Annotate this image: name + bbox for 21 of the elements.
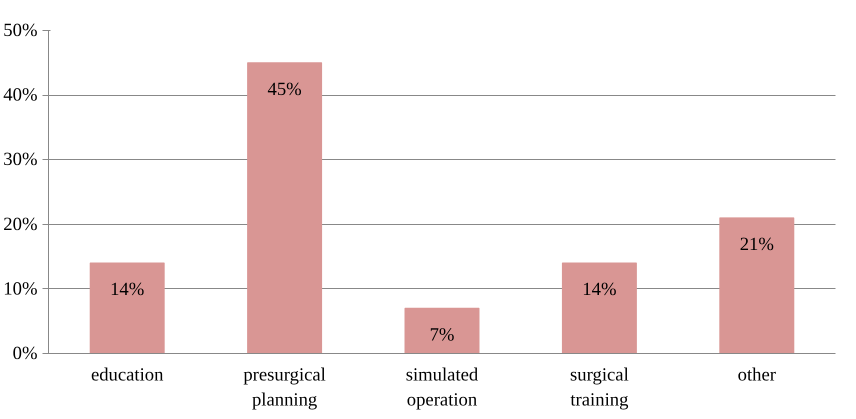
x-tick-label: simulated operation <box>406 364 479 411</box>
x-tick-label: education <box>90 364 164 386</box>
bar <box>562 262 637 354</box>
y-tick-label: 20% <box>3 214 38 235</box>
y-tick-label: 50% <box>3 20 38 41</box>
bar <box>404 308 480 354</box>
data-label: 7% <box>430 324 454 346</box>
x-tick-label: surgical training <box>570 364 629 411</box>
data-label: 21% <box>740 234 774 255</box>
data-label: 14% <box>582 279 617 300</box>
y-tick-label: 40% <box>3 84 38 106</box>
y-tick-label: 10% <box>3 278 38 300</box>
x-tick-label: other <box>738 364 777 386</box>
x-tick-label: presurgical planning <box>243 364 326 411</box>
data-label: 45% <box>268 78 302 100</box>
bar <box>90 262 165 354</box>
y-tick-label: 0% <box>12 343 38 364</box>
bar <box>247 62 322 354</box>
y-tick-label: 30% <box>3 149 38 170</box>
data-label: 14% <box>110 279 144 300</box>
bar <box>719 217 794 354</box>
